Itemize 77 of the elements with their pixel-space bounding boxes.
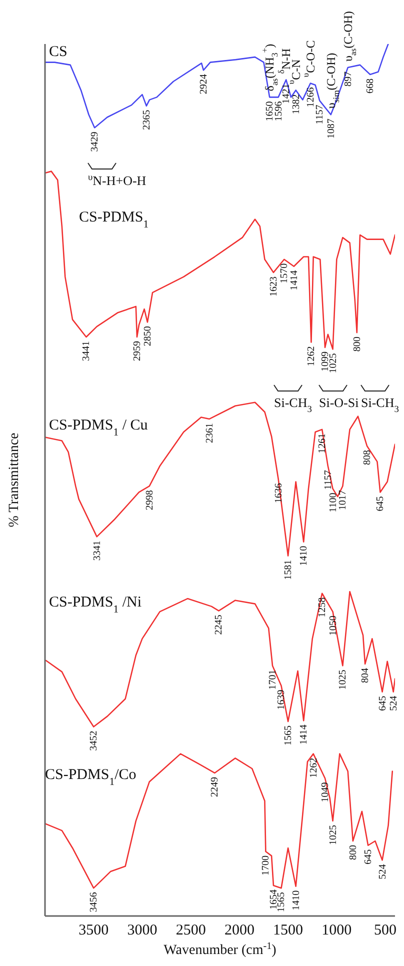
annotation: 1414 bbox=[298, 724, 310, 745]
annotation: 808 bbox=[362, 450, 372, 465]
x-tick-label: 3000 bbox=[127, 922, 158, 939]
series-label: CS bbox=[49, 44, 68, 60]
annotation: 645 bbox=[376, 696, 388, 711]
annotation: 1017 bbox=[337, 490, 348, 510]
annotation: 645 bbox=[374, 496, 386, 512]
annotation: 1639 bbox=[276, 690, 287, 710]
annotation: 1261 bbox=[316, 433, 328, 454]
annotation: 1570 bbox=[278, 263, 290, 284]
series-label: CS-PDMS$_{1}$/Co bbox=[45, 766, 136, 788]
annotation: 800 bbox=[351, 336, 362, 352]
annotation: 1258 bbox=[316, 597, 328, 618]
x-tick-label: 2000 bbox=[224, 922, 254, 939]
annotation: 1025 bbox=[337, 670, 348, 690]
annotation: 1414 bbox=[288, 270, 300, 290]
annotation: 1581 bbox=[282, 560, 294, 580]
annotation: 3452 bbox=[88, 730, 100, 751]
annotation: 2245 bbox=[213, 614, 224, 635]
annotation: 645 bbox=[362, 849, 374, 864]
annotation: 2249 bbox=[209, 776, 220, 797]
annotation: Si-CH$_{3}$ bbox=[361, 395, 400, 415]
annotation: 1157 bbox=[314, 104, 326, 124]
annotation: 800 bbox=[347, 845, 358, 860]
annotation: 804 bbox=[360, 668, 371, 683]
annotation: 1050 bbox=[327, 616, 338, 636]
annotation: 1421 bbox=[280, 84, 292, 104]
annotation: 1650 bbox=[264, 101, 276, 122]
annotation: 2361 bbox=[204, 422, 215, 443]
annotation: 1410 bbox=[290, 890, 302, 910]
x-tick-label: 500 bbox=[374, 922, 397, 939]
series-label: CS-PDMS$_{1}$ bbox=[79, 209, 149, 230]
bracket-label: $^{υ}$N-H+O-H bbox=[88, 162, 146, 188]
series-label: CS-PDMS$_{1}$ / Cu bbox=[49, 417, 148, 438]
annotation: 1262 bbox=[306, 346, 317, 366]
bracket-label: Si-CH$_{3}$ bbox=[274, 384, 312, 415]
annotation: 1100 bbox=[327, 492, 338, 512]
annotation: 3341 bbox=[91, 540, 102, 561]
bracket-label: Si-O-Si bbox=[318, 384, 359, 410]
y-axis-title: % Transmittance bbox=[7, 432, 22, 528]
annotation: 524 bbox=[388, 696, 399, 711]
annotation: Si-O-Si bbox=[319, 395, 360, 410]
annotation: 1701 bbox=[267, 670, 278, 690]
annotation: 1623 bbox=[268, 276, 279, 296]
annotation: $^{υ}$N-H+O-H bbox=[88, 173, 146, 188]
annotation: 1596 bbox=[272, 101, 284, 122]
x-tick-label: 2500 bbox=[176, 922, 206, 939]
annotation: 1266 bbox=[304, 87, 316, 108]
annotation: 2924 bbox=[198, 74, 209, 94]
annotation: 2959 bbox=[131, 340, 142, 361]
annotation: 1565 bbox=[276, 892, 287, 912]
annotation: 897 bbox=[342, 72, 354, 87]
annotation: 1087 bbox=[325, 118, 336, 139]
annotation: 1565 bbox=[282, 726, 294, 746]
annotation: 1025 bbox=[327, 824, 338, 845]
annotation: 1157 bbox=[322, 470, 334, 490]
annotation: 2998 bbox=[144, 490, 155, 510]
annotation: 1382 bbox=[290, 94, 302, 114]
annotation: Si-CH$_{3}$ bbox=[274, 395, 312, 415]
annotation: 2365 bbox=[140, 110, 152, 130]
x-tick-label: 1000 bbox=[322, 922, 352, 939]
annotation: 3456 bbox=[88, 892, 100, 912]
annotation: 1049 bbox=[320, 782, 330, 802]
annotation: 1262 bbox=[308, 758, 319, 778]
annotation: 668 bbox=[364, 78, 376, 94]
x-tick-label: 3500 bbox=[78, 922, 109, 939]
annotation: 1636 bbox=[272, 483, 284, 504]
annotation: 3429 bbox=[89, 132, 100, 152]
annotation: 2850 bbox=[142, 326, 153, 346]
x-axis-title: Wavenumber (cm$^{-1}$) bbox=[164, 940, 277, 958]
annotation: 1700 bbox=[260, 855, 272, 876]
bracket-label: Si-CH$_{3}$ bbox=[360, 384, 399, 415]
annotation: 524 bbox=[376, 864, 388, 880]
annotation: 3441 bbox=[80, 340, 92, 361]
annotation: 1410 bbox=[298, 546, 310, 566]
x-tick-label: 1500 bbox=[273, 922, 304, 939]
series-label: CS-PDMS$_{1}$ /Ni bbox=[49, 594, 142, 616]
